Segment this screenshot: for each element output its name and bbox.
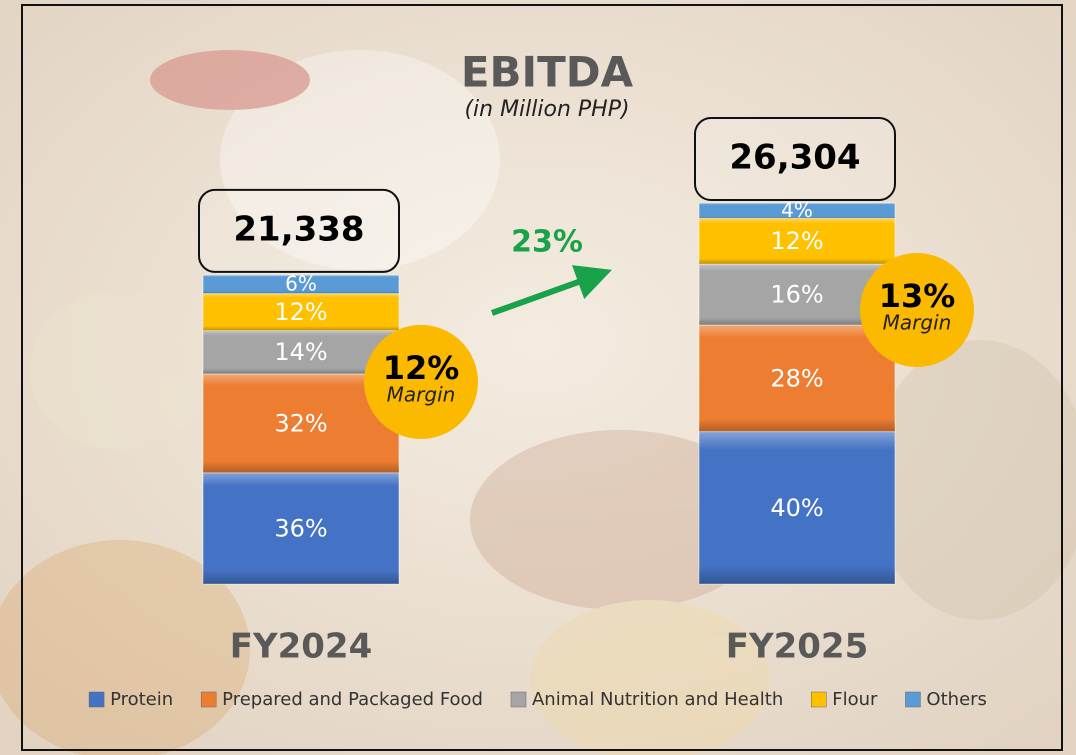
margin-name: Margin xyxy=(883,311,952,335)
margin-value: 12% xyxy=(383,349,460,387)
x-tick-label: FY2025 xyxy=(726,627,868,667)
segment-label: 12% xyxy=(274,298,327,326)
chart: EBITDA (in Million PHP) 36%32%14%12%6%21… xyxy=(0,0,1076,755)
legend-label: Flour xyxy=(832,689,878,710)
margin-value: 13% xyxy=(879,277,956,315)
growth-label: 23% xyxy=(511,225,583,260)
segment-label: 12% xyxy=(770,227,823,255)
chart-subtitle: (in Million PHP) xyxy=(464,97,629,122)
legend: Protein Prepared and Packaged Food Animal … xyxy=(89,689,987,710)
chart-title: EBITDA xyxy=(461,48,634,97)
legend-label: Animal Nutrition and Health xyxy=(532,689,783,710)
total-label: 21,338 xyxy=(233,209,364,249)
segment-label: 4% xyxy=(781,198,813,222)
legend-marker xyxy=(905,692,920,707)
legend-marker xyxy=(811,692,826,707)
segment-label: 32% xyxy=(274,409,327,437)
legend-marker xyxy=(89,692,104,707)
legend-label: Prepared and Packaged Food xyxy=(222,689,483,710)
segment-label: 40% xyxy=(770,494,823,522)
legend-label: Protein xyxy=(110,689,173,710)
x-tick-label: FY2024 xyxy=(230,627,372,667)
margin-name: Margin xyxy=(387,382,456,406)
segment-label: 36% xyxy=(274,514,327,542)
segment-label: 28% xyxy=(770,364,823,392)
segment-label: 16% xyxy=(770,280,823,308)
legend-marker xyxy=(511,692,526,707)
segment-label: 6% xyxy=(285,272,317,296)
segment-label: 14% xyxy=(274,338,327,366)
total-label: 26,304 xyxy=(729,138,860,178)
legend-label: Others xyxy=(926,689,987,710)
legend-marker xyxy=(201,692,216,707)
